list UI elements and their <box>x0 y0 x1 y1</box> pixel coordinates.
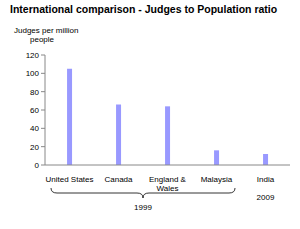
svg-text:20: 20 <box>30 143 39 152</box>
svg-text:120: 120 <box>26 51 40 60</box>
svg-text:India: India <box>257 175 275 184</box>
svg-text:Judges per millionpeople: Judges per millionpeople <box>14 26 78 44</box>
svg-text:Malaysia: Malaysia <box>201 175 233 184</box>
svg-text:Canada: Canada <box>104 175 133 184</box>
svg-text:1999: 1999 <box>134 203 152 212</box>
svg-text:0: 0 <box>35 161 40 170</box>
svg-text:60: 60 <box>30 106 39 115</box>
svg-text:2009: 2009 <box>257 193 275 202</box>
svg-text:International comparison - Jud: International comparison - Judges to Pop… <box>10 3 277 15</box>
svg-text:United States: United States <box>45 175 93 184</box>
svg-text:40: 40 <box>30 124 39 133</box>
svg-text:100: 100 <box>26 69 40 78</box>
svg-text:80: 80 <box>30 88 39 97</box>
svg-text:England &Wales: England &Wales <box>149 175 187 193</box>
